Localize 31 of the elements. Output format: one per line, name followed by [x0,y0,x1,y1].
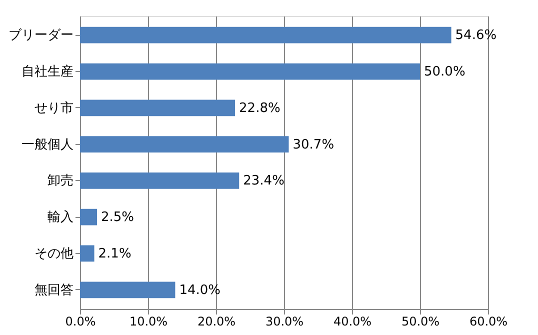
data-label: 2.5% [101,210,134,226]
bar [80,100,236,116]
bar [80,282,176,298]
x-tick-label: 10.0% [129,314,168,328]
data-label: 30.7% [292,137,334,152]
x-tick-label: 30.0% [265,314,304,328]
y-tick-label: その他 [34,246,74,262]
data-label: 50.0% [424,64,466,80]
y-tick-label: 卸売 [48,174,74,189]
bar [80,172,240,189]
bar [80,26,452,44]
y-tick-label: 一般個人 [22,137,74,152]
x-tick-label: 60.0% [469,314,508,328]
bar [80,136,289,152]
y-tick-label: 自社生産 [22,64,74,80]
y-tick-label: 無回答 [34,282,74,298]
bar [80,245,94,262]
x-tick-label: 20.0% [197,314,236,328]
data-label: 14.0% [179,282,221,298]
y-tick-label: せり市 [34,100,74,116]
y-tick-label: ブリーダー [8,28,74,44]
y-tick-label: 輸入 [48,210,74,226]
x-tick-label: 50.0% [401,314,440,328]
data-label: 22.8% [239,100,280,116]
bar [80,208,97,226]
data-label: 2.1% [98,246,132,262]
data-label: 23.4% [243,174,284,189]
x-tick-label: 40.0% [333,314,372,328]
bar [80,63,420,80]
data-label: 54.6% [455,28,497,44]
x-tick-label: 0.0% [65,314,96,328]
